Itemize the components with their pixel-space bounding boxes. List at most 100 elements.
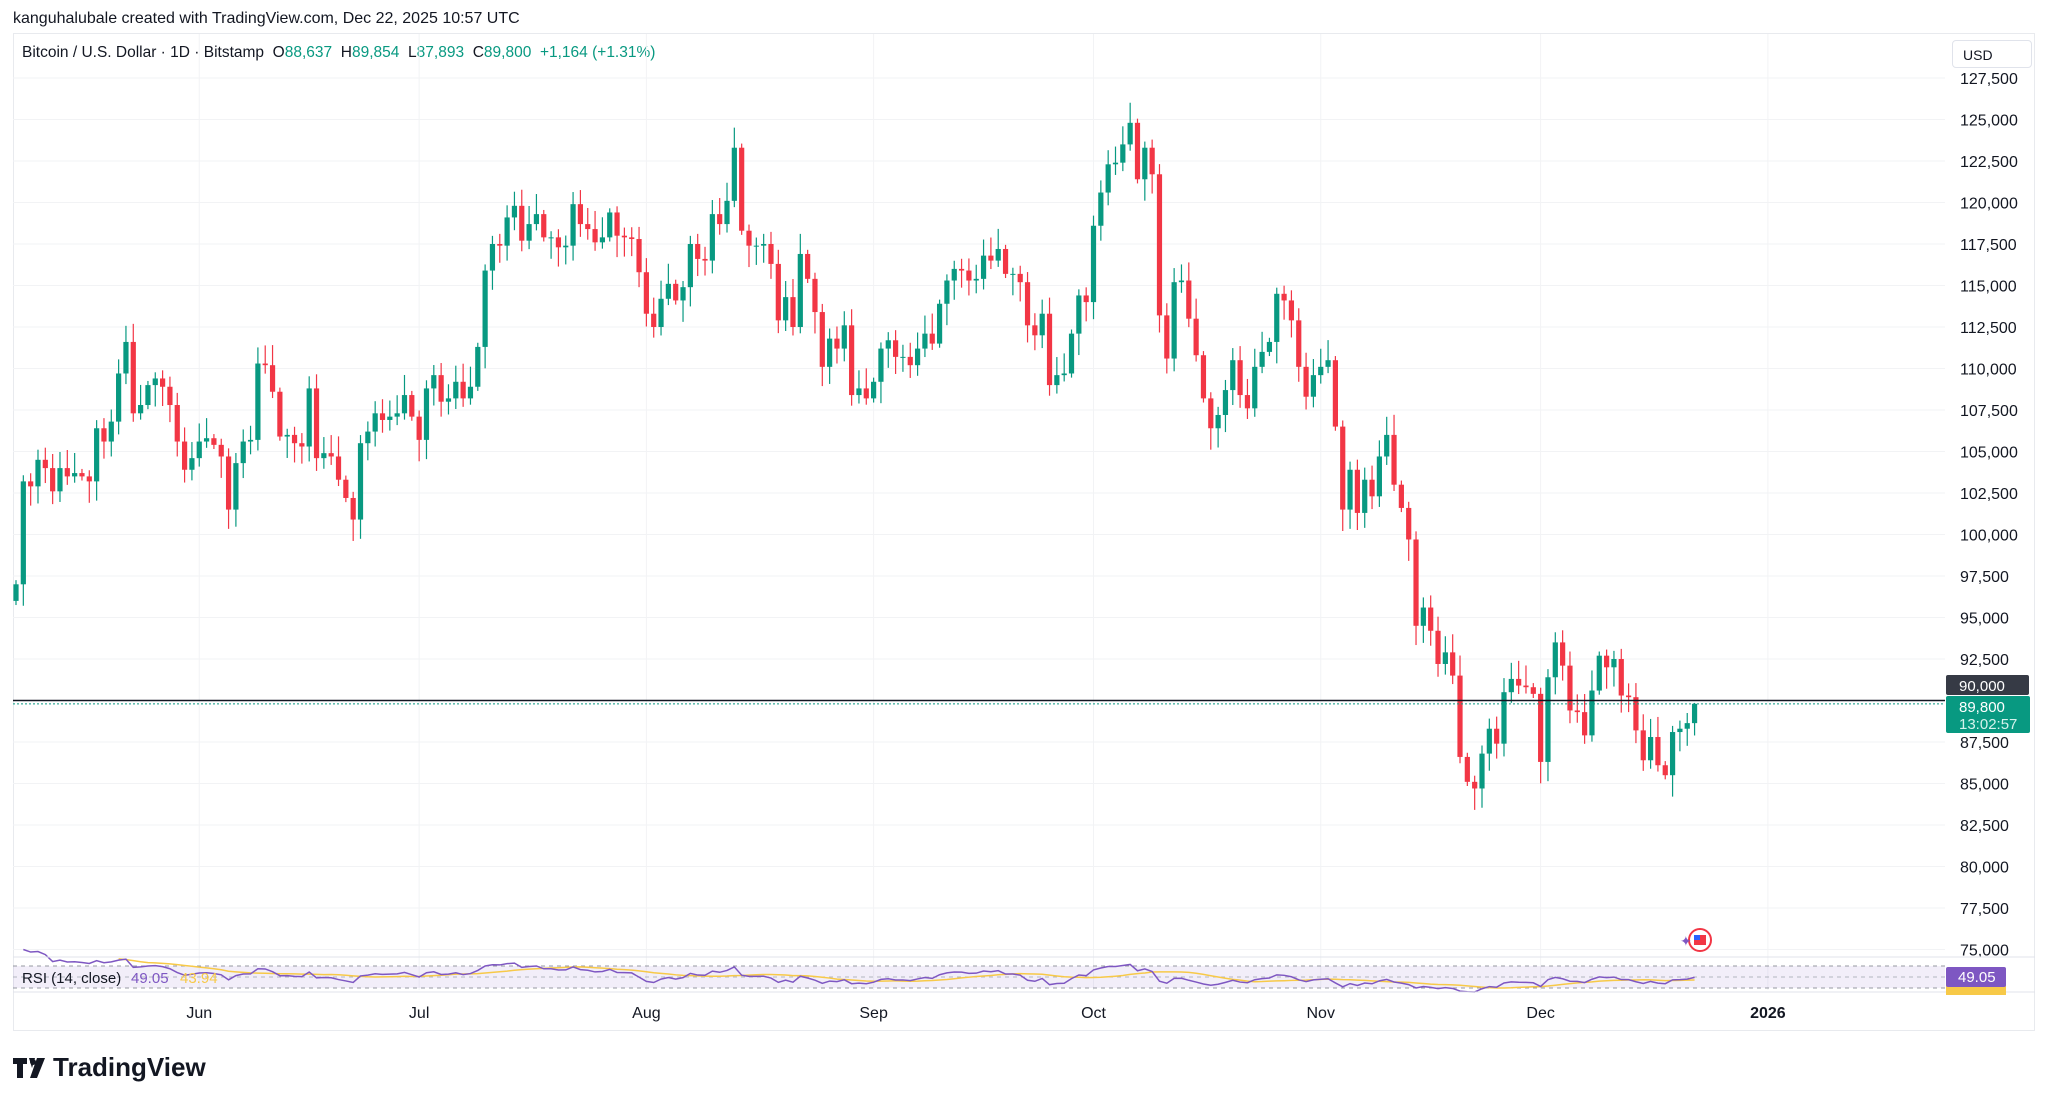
candle	[1046, 297, 1053, 396]
candle	[409, 390, 415, 421]
candle	[643, 258, 649, 327]
candle-body	[240, 441, 246, 464]
candle	[64, 450, 70, 485]
candle	[1589, 670, 1595, 742]
candle	[1215, 406, 1221, 448]
candle-body	[849, 325, 855, 396]
candle	[94, 420, 100, 501]
candle	[878, 342, 884, 404]
candle-body	[1538, 693, 1544, 762]
candle-body	[181, 441, 188, 470]
time-tick-label: Oct	[1081, 1005, 1106, 1022]
candle	[291, 426, 298, 463]
candle-body	[431, 375, 437, 389]
time-tick-label: Sep	[859, 1005, 888, 1022]
candle-body	[328, 453, 334, 457]
candle-body	[900, 356, 906, 358]
candle	[255, 347, 261, 451]
symbol-legend[interactable]: Bitcoin / U.S. Dollar · 1D · Bitstamp O8…	[22, 44, 655, 62]
candle-body	[1010, 273, 1016, 275]
price-chart[interactable]: 127,500 125,000 122,500 120,000 117,500 115,0…	[0, 0, 2048, 1040]
candle	[1354, 459, 1360, 531]
candle	[160, 370, 166, 407]
candle-body	[1024, 282, 1031, 326]
candle-body	[841, 325, 847, 349]
candle	[753, 237, 759, 265]
candle-body	[643, 272, 649, 314]
candle	[1237, 346, 1243, 408]
candle	[1266, 337, 1273, 357]
candle	[269, 345, 276, 399]
candle-body	[819, 312, 825, 367]
candle	[1054, 357, 1060, 394]
candle-body	[460, 381, 466, 399]
candle	[1120, 126, 1126, 172]
candle	[28, 473, 34, 506]
candle	[966, 258, 972, 296]
candle	[211, 434, 217, 450]
candle-body	[13, 584, 19, 601]
price-tick-label: 125,000	[1960, 113, 2018, 130]
tradingview-logo[interactable]: TradingView	[13, 1052, 206, 1083]
candle	[1024, 272, 1031, 343]
candle-body	[1134, 122, 1141, 180]
price-tick-label: 87,500	[1960, 735, 2009, 752]
open-label: O	[272, 44, 285, 61]
candle	[907, 342, 913, 378]
candle-body	[702, 258, 708, 261]
candle-body	[709, 214, 715, 261]
candle	[1200, 351, 1207, 403]
candle	[394, 395, 400, 426]
candle-body	[174, 405, 180, 442]
candle	[1208, 392, 1214, 450]
candle	[247, 425, 254, 455]
candle-body	[1230, 360, 1236, 391]
candle-body	[482, 270, 488, 347]
candle-body	[453, 381, 459, 399]
candle	[1274, 287, 1280, 364]
candle-body	[812, 278, 818, 313]
candle-body	[1142, 147, 1148, 180]
candle-body	[1120, 144, 1126, 163]
rsi-value: 49.05	[131, 970, 169, 987]
symbol-name: Bitcoin / U.S. Dollar · 1D · Bitstamp	[22, 44, 265, 61]
candle	[944, 274, 950, 326]
chart-frame	[13, 33, 2035, 1031]
candle	[108, 409, 114, 457]
candle	[1171, 268, 1177, 372]
candle	[511, 191, 518, 231]
candle-body	[467, 386, 474, 399]
candle-body	[548, 237, 554, 239]
candle-body	[306, 388, 312, 447]
candle	[1325, 340, 1331, 374]
candle	[1530, 683, 1536, 699]
candle-body	[1567, 665, 1573, 711]
price-tick-label: 105,000	[1960, 445, 2018, 462]
candle-body	[966, 270, 972, 281]
candle-body	[1164, 315, 1170, 359]
candle	[687, 235, 693, 307]
candle	[1442, 636, 1448, 675]
candle	[203, 418, 210, 448]
candle-body	[94, 428, 100, 482]
candle-body	[658, 298, 664, 327]
price-tick-label: 122,500	[1960, 154, 2018, 171]
candle-body	[1017, 273, 1023, 283]
candle-body	[445, 398, 452, 402]
candle	[1398, 480, 1404, 513]
candle	[1318, 348, 1324, 384]
price-tick-label: 92,500	[1960, 652, 2009, 669]
candle	[1691, 702, 1698, 736]
price-tick-label: 115,000	[1960, 279, 2017, 296]
candle-body	[731, 147, 737, 201]
candle-body	[365, 431, 371, 444]
currency-selector[interactable]: USD	[1952, 40, 2032, 68]
candle-body	[863, 388, 869, 399]
candle	[827, 328, 833, 384]
candle	[116, 359, 122, 435]
countdown-label: 13:02:57	[1959, 716, 2017, 733]
candle	[651, 297, 657, 338]
candle-body	[680, 287, 686, 301]
candle	[1435, 616, 1441, 677]
candle	[1186, 262, 1192, 328]
